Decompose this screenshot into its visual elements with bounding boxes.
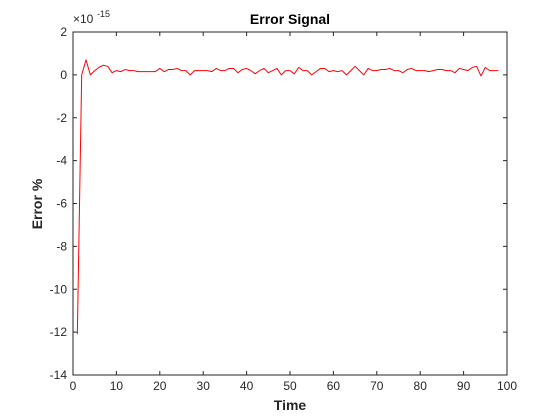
y-axis: 2 0 -2 -4 -6 -8 -10 -12 -14 [50,25,507,382]
y-tick-label: -4 [56,154,67,168]
x-axis: 0 10 20 30 40 50 60 70 80 90 100 [70,32,517,393]
y-axis-exponent: -15 [97,9,110,19]
x-tick-label: 60 [327,379,341,393]
y-tick-label: 0 [60,68,67,82]
x-tick-label: 20 [153,379,167,393]
x-tick-label: 80 [414,379,428,393]
x-tick-label: 90 [457,379,471,393]
plot-area [72,31,508,376]
y-axis-label: Error % [29,178,45,229]
x-tick-label: 40 [240,379,254,393]
y-tick-label: -10 [50,282,68,296]
y-tick-label: -12 [50,325,68,339]
x-tick-label: 30 [197,379,211,393]
x-axis-label: Time [274,397,307,413]
y-tick-label: 2 [60,25,67,39]
y-tick-label: -2 [56,111,67,125]
x-tick-label: 10 [110,379,124,393]
y-tick-label: -8 [56,239,67,253]
x-tick-label: 70 [370,379,384,393]
x-tick-label: 0 [70,379,77,393]
series-layer [76,59,499,335]
y-tick-label: -6 [56,197,67,211]
chart-title: Error Signal [250,11,330,27]
x-tick-label: 50 [283,379,297,393]
y-axis-multiplier: ×10 [73,12,94,26]
x-tick-label: 100 [497,379,517,393]
y-tick-label: -14 [50,368,68,382]
series-line-0 [76,59,499,335]
